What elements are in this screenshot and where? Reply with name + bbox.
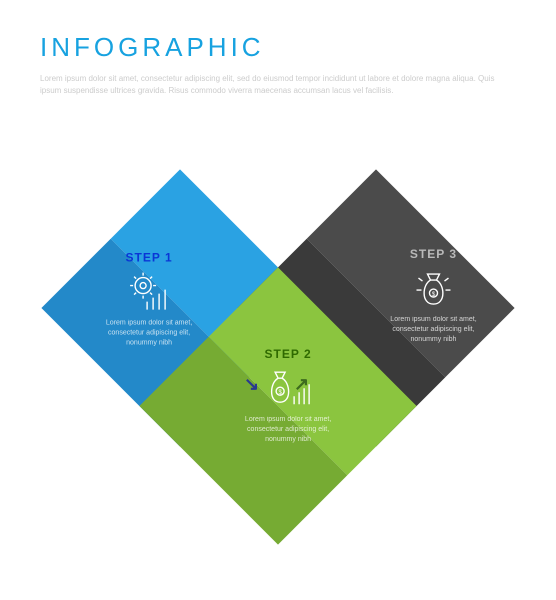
step-2-desc: Lorem ipsum dolor sit amet, consectetur … <box>208 415 368 444</box>
step-1-label: Step 1 <box>69 251 229 265</box>
gear-chart-icon <box>69 271 229 313</box>
money-bag-shine-icon: $ <box>353 267 513 309</box>
arrow-1-to-2: ↘ <box>244 374 259 395</box>
page-title: Infographic <box>40 32 516 63</box>
step-2-content: Step 2 $ Lorem ipsum dolor sit amet, con… <box>208 347 368 444</box>
header: Infographic Lorem ipsum dolor sit amet, … <box>0 0 556 111</box>
arrow-2-to-3: ↗ <box>294 374 309 395</box>
step-3-label: Step 3 <box>353 247 513 261</box>
step-1-content: Step 1 Lorem ipsum dolor sit amet, conse… <box>69 251 229 348</box>
infographic-stage: Step 1 Lorem ipsum dolor sit amet, conse… <box>58 170 498 590</box>
money-bag-chart-icon: $ <box>208 367 368 409</box>
step-3-content: Step 3 $ Lorem ipsum dolor sit amet, con… <box>353 247 513 344</box>
step-2-label: Step 2 <box>208 347 368 361</box>
page-subtitle: Lorem ipsum dolor sit amet, consectetur … <box>40 73 516 97</box>
step-3-desc: Lorem ipsum dolor sit amet, consectetur … <box>353 315 513 344</box>
